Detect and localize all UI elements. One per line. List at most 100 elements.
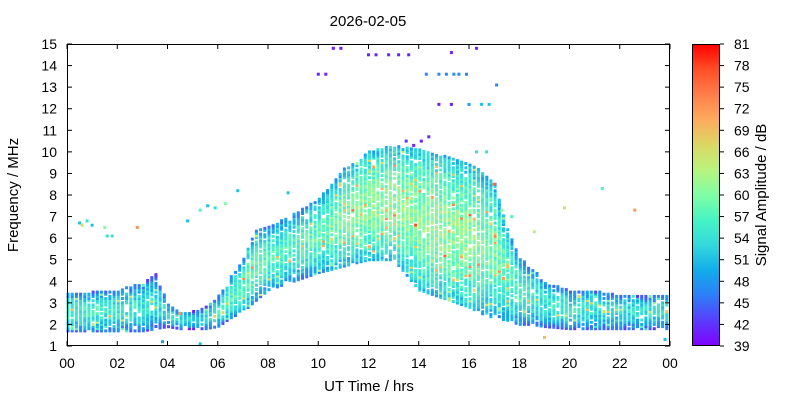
- signal-point: [443, 189, 447, 193]
- signal-point: [439, 183, 443, 187]
- signal-point: [368, 202, 371, 206]
- signal-point: [87, 312, 91, 316]
- signal-point: [564, 314, 568, 317]
- signal-point: [146, 315, 150, 319]
- signal-point: [640, 318, 644, 322]
- signal-point: [405, 174, 409, 178]
- signal-point: [531, 286, 535, 290]
- signal-point: [485, 233, 489, 237]
- signal-point: [355, 222, 359, 226]
- signal-point: [120, 303, 124, 307]
- signal-point: [414, 193, 418, 197]
- signal-point: [485, 193, 489, 196]
- signal-point: [430, 159, 434, 163]
- signal-point: [518, 264, 522, 268]
- signal-point: [422, 205, 426, 209]
- signal-point: [250, 276, 254, 280]
- signal-point: [418, 148, 422, 152]
- signal-point: [493, 312, 497, 316]
- signal-point: [372, 247, 376, 251]
- signal-point: [476, 297, 480, 301]
- signal-point: [610, 325, 614, 329]
- signal-point: [485, 300, 489, 304]
- signal-point: [83, 320, 87, 324]
- signal-point: [83, 312, 87, 316]
- signal-point: [422, 277, 426, 281]
- signal-point: [468, 305, 472, 309]
- signal-point: [74, 310, 78, 313]
- signal-point: [317, 225, 321, 229]
- signal-point: [589, 325, 593, 329]
- signal-point: [460, 197, 464, 201]
- signal-point: [455, 239, 459, 242]
- signal-point: [451, 218, 455, 222]
- signal-point: [368, 193, 371, 197]
- signal-point: [87, 299, 91, 303]
- signal-point: [476, 221, 480, 225]
- signal-point: [150, 297, 154, 301]
- signal-point: [83, 299, 87, 303]
- signal-point: [610, 310, 614, 313]
- signal-point: [284, 228, 288, 232]
- signal-point: [510, 274, 514, 278]
- signal-point: [418, 208, 422, 212]
- signal-point: [79, 316, 83, 320]
- signal-point: [326, 247, 330, 251]
- signal-point: [426, 289, 430, 293]
- signal-point: [502, 253, 505, 257]
- signal-point: [435, 169, 438, 173]
- signal-point: [435, 201, 438, 205]
- signal-point: [430, 234, 434, 238]
- signal-point: [447, 156, 451, 160]
- signal-point: [414, 165, 418, 169]
- signal-point: [539, 302, 543, 306]
- signal-point: [414, 258, 418, 262]
- signal-point: [640, 301, 644, 305]
- signal-point: [167, 312, 170, 316]
- signal-point: [137, 301, 141, 305]
- signal-point: [317, 217, 321, 221]
- signal-point: [422, 229, 426, 233]
- signal-point: [296, 226, 300, 230]
- signal-point: [497, 274, 501, 278]
- signal-point: [334, 193, 338, 197]
- signal-point: [468, 232, 472, 236]
- signal-point: [372, 245, 376, 249]
- signal-point: [510, 305, 514, 309]
- signal-point: [493, 297, 497, 301]
- signal-point: [301, 276, 304, 280]
- signal-point: [414, 264, 418, 268]
- signal-point: [472, 247, 476, 251]
- signal-point: [443, 247, 447, 251]
- signal-point: [451, 216, 455, 219]
- signal-point: [409, 186, 413, 190]
- signal-point: [439, 256, 443, 260]
- signal-point: [414, 227, 418, 231]
- signal-point: [476, 185, 480, 189]
- signal-point: [422, 149, 426, 153]
- signal-point: [388, 217, 392, 221]
- signal-point: [489, 226, 493, 230]
- y-tick-label: 2: [49, 316, 57, 332]
- signal-point: [271, 258, 275, 262]
- signal-point: [439, 226, 443, 230]
- signal-point: [187, 325, 191, 329]
- signal-point: [330, 185, 334, 189]
- signal-point: [137, 318, 141, 322]
- signal-point: [250, 254, 254, 258]
- signal-point: [610, 322, 614, 326]
- signal-point: [560, 309, 564, 313]
- signal-point: [242, 298, 246, 302]
- signal-point: [108, 299, 112, 303]
- signal-point: [502, 227, 505, 231]
- signal-point: [506, 254, 510, 258]
- signal-point: [104, 312, 108, 316]
- signal-point: [384, 210, 388, 214]
- signal-point: [221, 311, 225, 315]
- signal-point: [250, 265, 254, 269]
- signal-point: [376, 247, 380, 251]
- signal-point: [129, 286, 133, 290]
- signal-point: [460, 251, 464, 255]
- signal-point: [254, 296, 258, 300]
- signal-point: [393, 202, 397, 206]
